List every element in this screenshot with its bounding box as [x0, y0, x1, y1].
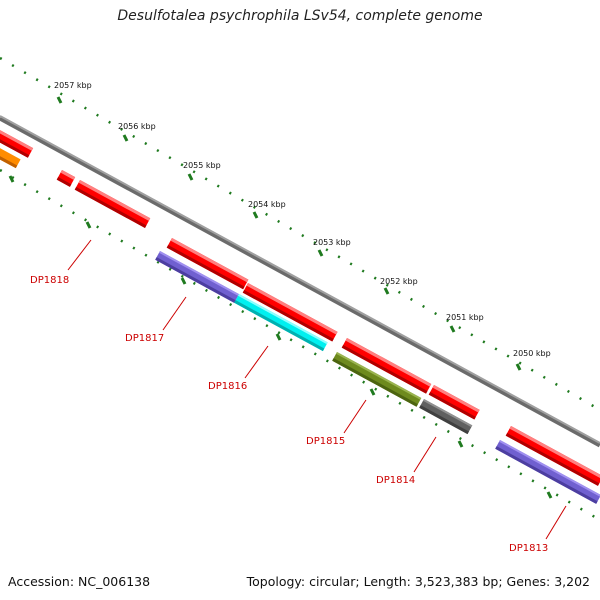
- gene-feature-purple: [495, 440, 600, 504]
- gene-feature-olive: [332, 352, 422, 407]
- gene-label-dp1816: DP1816: [208, 381, 247, 392]
- ruler-label: 2056 kbp: [118, 122, 156, 131]
- ruler-label: 2053 kbp: [313, 238, 351, 247]
- outer-tick-ring: [0, 56, 600, 412]
- ruler-label: 2054 kbp: [248, 200, 286, 209]
- genome-title: Desulfotalea psychrophila LSv54, complet…: [117, 8, 483, 24]
- ruler-tick: [252, 211, 259, 219]
- leader-line: [67, 239, 92, 271]
- inner-tick: [369, 388, 376, 396]
- gene-feature-cyan: [234, 294, 328, 352]
- ruler-tick: [122, 134, 129, 142]
- gene-feature: [341, 338, 432, 394]
- genome-backbone-shadow: [0, 115, 600, 448]
- leader-line: [413, 436, 437, 473]
- ruler-label: 2051 kbp: [446, 313, 484, 322]
- genome-summary-text: Topology: circular; Length: 3,523,383 bp…: [246, 574, 590, 589]
- inner-tick: [8, 175, 15, 183]
- leader-line: [162, 296, 187, 331]
- forward-gene-track: [0, 129, 600, 486]
- ruler-label: 2055 kbp: [183, 161, 221, 170]
- inner-tick: [85, 221, 92, 229]
- gene-feature: [56, 170, 76, 187]
- ruler-tick: [317, 249, 324, 257]
- gene-feature-gray: [419, 399, 473, 435]
- inner-tick: [457, 440, 464, 448]
- gene-label-dp1818: DP1818: [30, 275, 69, 286]
- ruler-label: 2050 kbp: [513, 349, 551, 358]
- gene-feature-purple: [155, 250, 240, 303]
- genome-backbone: [0, 115, 600, 444]
- leader-line: [343, 399, 367, 434]
- gene-feature: [428, 385, 480, 420]
- label-leaders: [67, 239, 567, 540]
- gene-label-dp1813: DP1813: [509, 543, 548, 554]
- leader-line: [244, 345, 269, 379]
- gene-label-dp1815: DP1815: [306, 436, 345, 447]
- gene-feature-orange: [0, 146, 21, 169]
- ruler-tick: [56, 96, 63, 104]
- inner-tick: [546, 491, 553, 499]
- inner-tick: [180, 277, 187, 285]
- leader-line: [545, 505, 567, 540]
- gene-label-dp1814: DP1814: [376, 475, 415, 486]
- ruler-tick: [515, 363, 522, 371]
- gene-feature: [0, 129, 34, 158]
- ruler-tick: [383, 287, 390, 295]
- gene-feature: [242, 283, 338, 342]
- inner-tick: [275, 333, 282, 341]
- accession-text: Accession: NC_006138: [8, 574, 151, 589]
- ruler-label: 2052 kbp: [380, 277, 418, 286]
- gene-label-dp1817: DP1817: [125, 333, 164, 344]
- ruler-tick: [449, 325, 456, 333]
- ruler-label: 2057 kbp: [54, 81, 92, 90]
- gene-feature: [505, 426, 600, 486]
- gene-feature: [74, 180, 151, 228]
- ruler-major-ticks: [8, 96, 553, 499]
- category-gene-track: [0, 146, 600, 504]
- inner-tick-ring: [0, 168, 600, 522]
- ruler-tick: [187, 173, 194, 181]
- gene-feature: [166, 237, 249, 290]
